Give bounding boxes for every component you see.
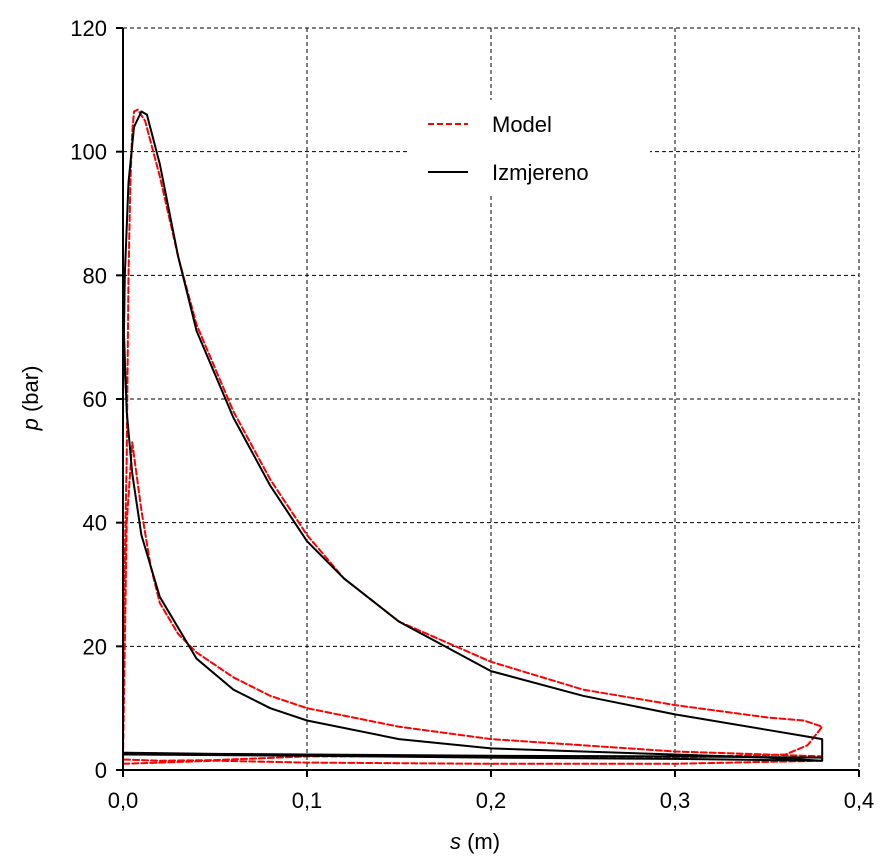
- y-tick-label-1: 20: [83, 634, 107, 659]
- x-axis-title: s (m): [450, 829, 500, 854]
- series-line-izmjereno: [122, 110, 824, 762]
- y-tick-label-3: 60: [83, 387, 107, 412]
- axes: [116, 27, 860, 777]
- x-tick-label-1: 0,1: [292, 788, 323, 813]
- legend-label-izmjereno: Izmjereno: [492, 160, 589, 185]
- x-tick-label-3: 0,3: [660, 788, 691, 813]
- y-tick-label-4: 80: [83, 263, 107, 288]
- y-tick-label-0: 0: [95, 758, 107, 783]
- y-tick-label-5: 100: [70, 140, 107, 165]
- legend: Model Izmjereno: [410, 100, 650, 196]
- series-lines: [122, 108, 824, 765]
- x-tick-label-0: 0,0: [108, 788, 139, 813]
- y-tick-label-2: 40: [83, 511, 107, 536]
- series-line-model: [122, 108, 824, 765]
- x-tick-label-2: 0,2: [476, 788, 507, 813]
- gridlines: [123, 27, 860, 770]
- tick-labels: 0,0 0,1 0,2 0,3 0,4 0 20 40 60 80 100 120: [70, 16, 874, 813]
- legend-label-model: Model: [492, 112, 552, 137]
- y-axis-title: p (bar): [18, 366, 43, 432]
- legend-background: [410, 100, 650, 196]
- x-tick-label-4: 0,4: [844, 788, 875, 813]
- y-tick-label-6: 120: [70, 16, 107, 41]
